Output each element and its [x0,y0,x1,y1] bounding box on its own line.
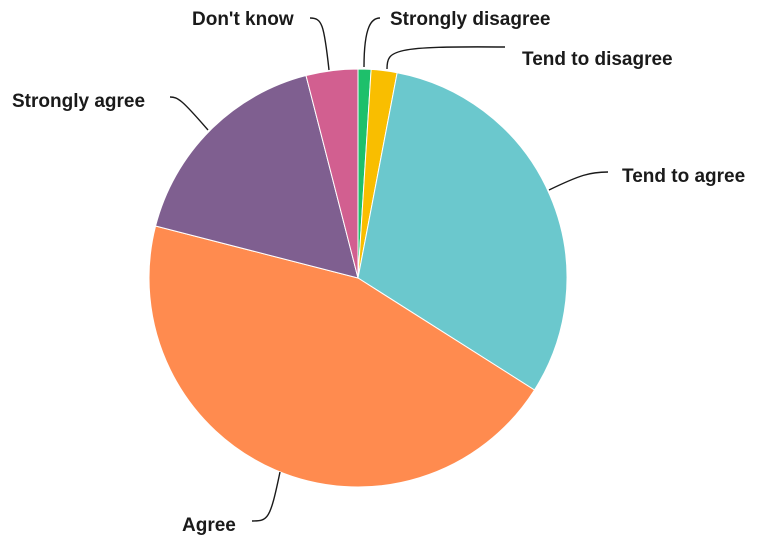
leader-line-strongly-disagree [363,17,381,68]
slices-layer [148,68,568,488]
pie-slice-agree [148,225,536,488]
leader-line-strongly-agree [169,96,209,131]
leader-line-tend-to-agree [548,171,609,191]
labels-layer: Strongly disagree Tend to disagree Tend … [12,9,745,536]
slice-label-tend-to-disagree: Tend to disagree [522,49,673,70]
leader-line-agree [251,471,281,522]
pie-slice-don-t-know [305,68,359,279]
slice-label-strongly-agree: Strongly agree [12,91,145,112]
pie-slice-strongly-agree [154,74,359,279]
leader-line-tend-to-disagree [386,46,506,70]
slice-label-strongly-disagree: Strongly disagree [390,9,551,30]
slice-label-tend-to-agree: Tend to agree [622,166,745,187]
leader-line-dont-know [309,17,330,71]
slice-label-agree: Agree [182,515,236,536]
leader-lines-layer [169,17,609,522]
slice-label-dont-know: Don't know [192,9,294,30]
